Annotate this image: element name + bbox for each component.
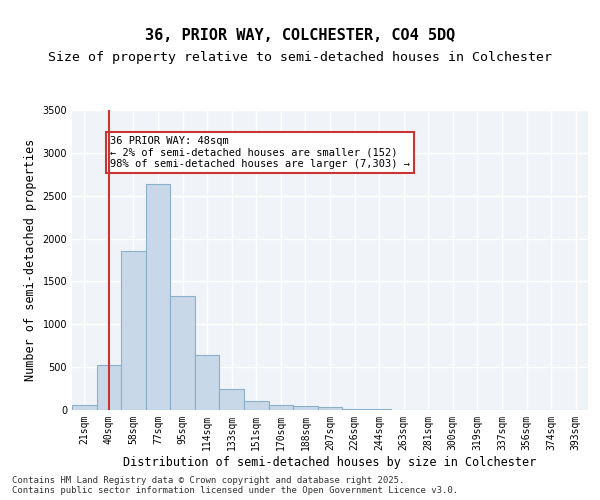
Bar	[195, 354, 220, 410]
Bar	[342, 408, 367, 410]
Bar	[293, 406, 318, 410]
Text: Size of property relative to semi-detached houses in Colchester: Size of property relative to semi-detach…	[48, 51, 552, 64]
Text: Contains HM Land Registry data © Crown copyright and database right 2025.
Contai: Contains HM Land Registry data © Crown c…	[12, 476, 458, 495]
Bar	[170, 296, 195, 410]
Bar	[97, 364, 121, 410]
Text: 36, PRIOR WAY, COLCHESTER, CO4 5DQ: 36, PRIOR WAY, COLCHESTER, CO4 5DQ	[145, 28, 455, 42]
Bar	[367, 409, 391, 410]
Bar	[121, 252, 146, 410]
Bar	[269, 405, 293, 410]
Bar	[318, 408, 342, 410]
Bar	[244, 401, 269, 410]
Bar	[220, 390, 244, 410]
X-axis label: Distribution of semi-detached houses by size in Colchester: Distribution of semi-detached houses by …	[124, 456, 536, 468]
Bar	[72, 405, 97, 410]
Text: 36 PRIOR WAY: 48sqm
← 2% of semi-detached houses are smaller (152)
98% of semi-d: 36 PRIOR WAY: 48sqm ← 2% of semi-detache…	[110, 136, 410, 169]
Y-axis label: Number of semi-detached properties: Number of semi-detached properties	[24, 139, 37, 381]
Bar	[146, 184, 170, 410]
